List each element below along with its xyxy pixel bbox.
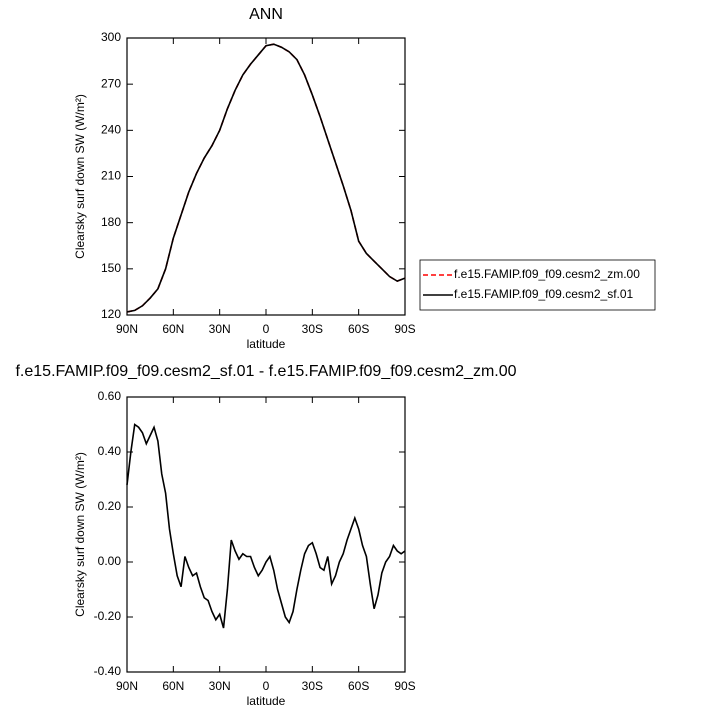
y-tick-label: 180 [101, 215, 121, 229]
legend-label: f.e15.FAMIP.f09_f09.cesm2_zm.00 [454, 267, 640, 281]
data-line [126, 43, 406, 313]
x-tick-label: 60N [162, 322, 184, 336]
x-tick-label: 90N [116, 679, 138, 693]
legend-box [419, 259, 656, 311]
x-tick-label: 90S [394, 322, 415, 336]
y-tick-label: 210 [101, 169, 121, 183]
chart-title: f.e15.FAMIP.f09_f09.cesm2_sf.01 - f.e15.… [15, 363, 516, 380]
x-tick-label: 30S [302, 322, 323, 336]
y-tick-label: 0.40 [98, 444, 122, 458]
y-tick-label: 150 [101, 261, 121, 275]
x-tick-label: 60S [348, 322, 369, 336]
y-tick-label: 120 [101, 307, 121, 321]
y-tick-label: 300 [101, 30, 121, 44]
plot-frame [126, 396, 406, 673]
x-tick-label: 0 [263, 322, 270, 336]
y-axis-label: Clearsky surf down SW (W/m²) [73, 94, 87, 259]
y-tick-label: 240 [101, 123, 121, 137]
x-axis-label: latitude [247, 337, 286, 351]
y-axis-label: Clearsky surf down SW (W/m²) [73, 452, 87, 617]
plot-frame [126, 37, 406, 316]
y-tick-label: 270 [101, 76, 121, 90]
y-tick-label: 0.60 [98, 389, 122, 403]
x-tick-label: 0 [263, 679, 270, 693]
x-tick-label: 90N [116, 322, 138, 336]
y-tick-label: 0.00 [98, 554, 122, 568]
y-tick-label: -0.20 [94, 609, 122, 623]
x-axis-label: latitude [247, 694, 286, 708]
x-tick-label: 30N [209, 322, 231, 336]
data-line [126, 423, 406, 629]
chart-title: ANN [249, 6, 283, 23]
data-line [126, 43, 406, 313]
x-tick-label: 60N [162, 679, 184, 693]
y-tick-label: 0.20 [98, 499, 122, 513]
x-tick-label: 60S [348, 679, 369, 693]
x-tick-label: 90S [394, 679, 415, 693]
legend-label: f.e15.FAMIP.f09_f09.cesm2_sf.01 [454, 287, 634, 301]
y-tick-label: -0.40 [94, 664, 122, 678]
x-tick-label: 30N [209, 679, 231, 693]
x-tick-label: 30S [302, 679, 323, 693]
